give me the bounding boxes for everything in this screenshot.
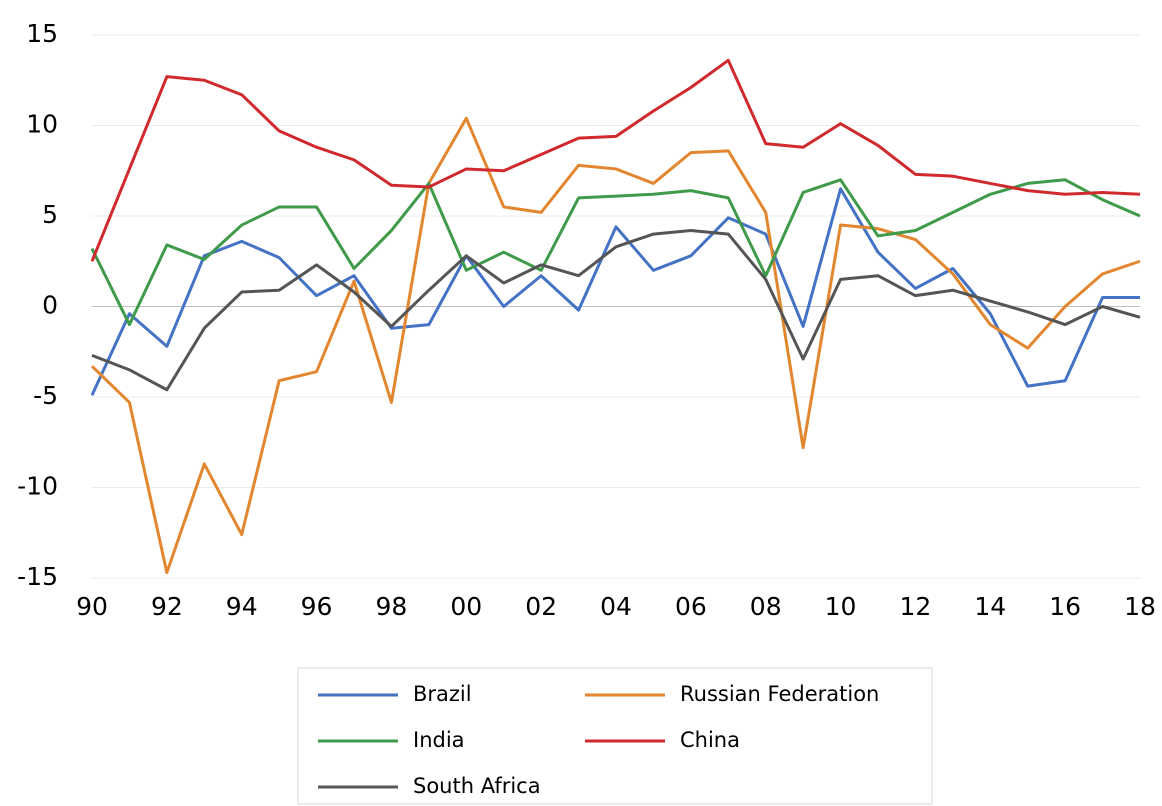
x-tick-label: 18 (1124, 592, 1156, 621)
x-tick-label: 16 (1049, 592, 1081, 621)
legend-label: South Africa (413, 774, 541, 798)
y-tick-label: 0 (42, 291, 58, 320)
y-tick-label: 15 (26, 19, 58, 48)
x-tick-label: 04 (600, 592, 632, 621)
series-line (90, 187, 1140, 396)
x-tick-label: 10 (825, 592, 857, 621)
series-line (90, 58, 1141, 262)
series-line (91, 228, 1141, 392)
x-tick-label: 94 (226, 592, 258, 621)
y-tick-label: 10 (26, 110, 58, 139)
x-tick-label: 06 (675, 592, 707, 621)
x-tick-label: 00 (450, 592, 482, 621)
series-line (90, 178, 1141, 327)
x-tick-label: 02 (525, 592, 557, 621)
legend-label: Russian Federation (680, 682, 879, 706)
x-tick-label: 90 (76, 592, 108, 621)
y-tick-label: -10 (17, 472, 58, 501)
y-tick-label: -15 (17, 562, 58, 591)
x-tick-label: 96 (301, 592, 333, 621)
legend-box (297, 667, 933, 805)
y-tick-label: -5 (33, 381, 58, 410)
legend-label: Brazil (413, 682, 472, 706)
y-tick-label: 5 (42, 200, 58, 229)
x-tick-label: 92 (151, 592, 183, 621)
legend-label: China (680, 728, 740, 752)
legend-label: India (413, 728, 465, 752)
x-tick-label: 14 (974, 592, 1006, 621)
x-tick-label: 08 (750, 592, 782, 621)
series-line (90, 116, 1141, 575)
x-tick-label: 98 (376, 592, 408, 621)
x-tick-label: 12 (900, 592, 932, 621)
